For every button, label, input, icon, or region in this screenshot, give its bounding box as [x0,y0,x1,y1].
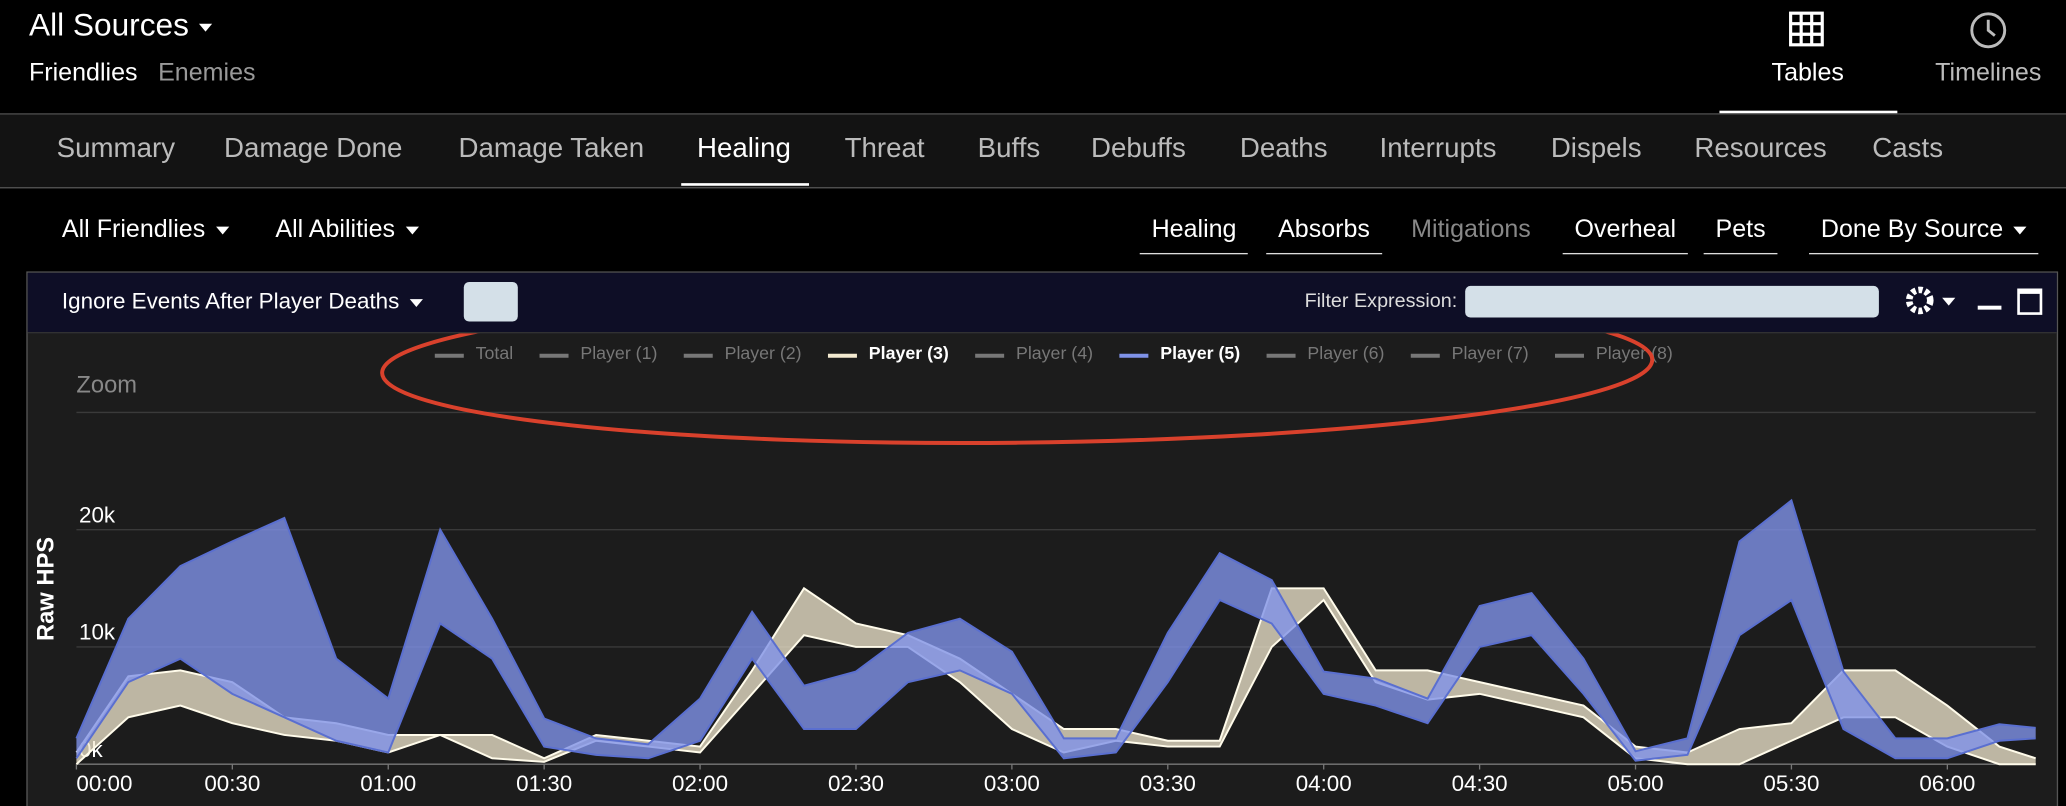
legend-label: Player (8) [1596,343,1673,363]
tab[interactable]: Interrupts [1379,133,1497,164]
x-tick-label: 00:30 [204,771,260,796]
chart: Zoom Raw HPS 0k10k20k00:0000:3001:0001:3… [34,333,2036,796]
actor-select[interactable]: All Friendlies [62,216,229,245]
x-tick-label: 05:30 [1763,771,1819,796]
legend-label: Player (5) [1160,343,1240,363]
tab[interactable]: Buffs [977,133,1041,164]
legend-item[interactable]: Player (3) [827,343,949,363]
x-tick-label: 04:30 [1452,771,1508,796]
legend-label: Player (7) [1452,343,1529,363]
x-tick-label: 03:00 [984,771,1040,796]
maximize[interactable] [2017,288,2043,315]
x-tick-label: 01:30 [516,771,572,796]
band-lower-line [75,598,2036,762]
x-tick-label: 02:00 [672,771,728,796]
y-axis-title: Raw HPS [34,537,60,641]
x-tick-label: 04:00 [1296,771,1352,796]
x-tick-label: 03:30 [1140,771,1196,796]
legend-item[interactable]: Player (4) [975,343,1093,363]
toggle[interactable]: Healing [1139,216,1249,255]
x-tick-label: 01:00 [360,771,416,796]
legend: Total Player (1) Player (2) Player (3) Playe… [434,343,1673,363]
view-select[interactable]: Done By Source [1809,216,2039,255]
legend-label: Player (6) [1307,343,1384,363]
legend-label: Player (1) [580,343,657,363]
band-upper-line [75,586,2036,760]
tables-tab[interactable]: Tables [1771,59,1844,87]
toggle[interactable]: Mitigations [1411,216,1531,244]
tab[interactable]: Damage Taken [458,133,645,164]
x-tick-label: 00:00 [76,771,132,796]
band-upper-line [75,498,2036,753]
filter-label: Filter Expression: [1304,289,1458,313]
settings-menu[interactable] [1903,282,1964,319]
timelines-icon [1970,12,2007,49]
tab[interactable]: Threat [844,133,925,164]
actor-label: All Friendlies [61,216,206,244]
tab[interactable]: Deaths [1239,133,1328,164]
toggle[interactable]: Absorbs [1266,216,1382,255]
minimize[interactable] [1977,305,2002,310]
y-tick-label: 20k [79,502,116,527]
tab-bar [0,114,2066,189]
friendlies[interactable]: Friendlies [28,59,138,87]
ignore-select[interactable]: Ignore Events After Player Deaths [61,288,424,315]
ignore-toggle[interactable] [463,281,518,322]
tab[interactable]: Healing [697,133,791,164]
y-tick-label: 10k [79,620,116,645]
legend-item[interactable]: Player (5) [1119,343,1240,363]
legend-item[interactable]: Player (6) [1266,343,1385,363]
ability-select[interactable]: All Abilities [275,216,419,245]
tables-icon [1789,11,1824,47]
legend-item[interactable]: Total [434,343,514,363]
toggle[interactable]: Pets [1703,216,1778,255]
view-label: Done By Source [1820,216,2004,244]
legend-item[interactable]: Player (8) [1554,343,1673,363]
ignore-label: Ignore Events After Player Deaths [61,288,400,314]
filter-input[interactable] [1465,285,1879,318]
enemies[interactable]: Enemies [158,59,256,87]
tab[interactable]: Dispels [1550,133,1642,164]
tab[interactable]: Summary [56,133,176,164]
ability-label: All Abilities [275,216,396,244]
legend-label: Total [476,343,514,363]
zoom-label[interactable]: Zoom [76,372,137,398]
tab[interactable]: Casts [1872,133,1944,164]
x-tick-label: 06:00 [1919,771,1975,796]
tab[interactable]: Damage Done [223,133,403,164]
source-label: All Sources [28,7,189,44]
legend-label: Player (2) [725,343,802,363]
timelines-tab[interactable]: Timelines [1935,59,2042,87]
source-select[interactable]: All Sources [29,8,213,45]
legend-label: Player (3) [869,343,949,363]
tables-underline [1719,110,1898,114]
highlight-annotation [380,333,1655,445]
tab-underline [681,183,810,186]
range-band [76,500,2036,761]
legend-item[interactable]: Player (2) [683,343,802,363]
tab[interactable]: Debuffs [1090,133,1186,164]
tab[interactable]: Resources [1694,133,1827,164]
x-tick-label: 02:30 [828,771,884,796]
legend-label: Player (4) [1016,343,1093,363]
plot: 0k10k20k00:0000:3001:0001:3002:0002:3003… [75,411,2036,796]
legend-item[interactable]: Player (7) [1410,343,1529,363]
x-tick-label: 05:00 [1608,771,1664,796]
legend-item[interactable]: Player (1) [539,343,658,363]
toggle[interactable]: Overheal [1562,216,1688,255]
divider [0,113,2066,115]
